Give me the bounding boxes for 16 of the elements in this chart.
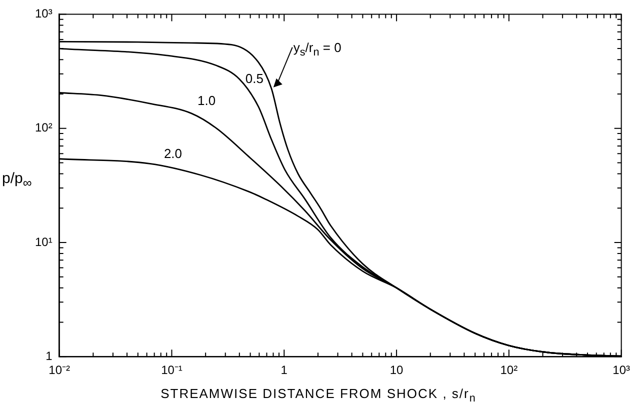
y-tick-label: 10³ [35,6,52,21]
annotation: 2.0 [164,146,182,161]
x-tick-label: 10⁻¹ [161,363,182,378]
annotation: 0.5 [245,71,264,86]
annotation: y$_{s}$/r$_{n}$ = 0 [293,40,342,59]
y-tick-label: 10² [35,120,52,135]
y-tick-label: 1 [46,348,53,363]
x-tick-label: 10³ [612,363,630,378]
y-tick-label: 10¹ [35,234,52,249]
annotation: 1.0 [198,93,216,108]
x-tick-label: 10⁻² [48,363,70,378]
x-tick-label: 1 [280,363,288,378]
x-tick-label: 10 [390,363,404,378]
x-axis-title: STREAMWISE DISTANCE FROM SHOCK , s/r$_{n}$ [160,386,478,405]
y-axis-title: p/p$_{∞}$ [2,170,32,190]
x-tick-label: 10² [500,363,518,378]
